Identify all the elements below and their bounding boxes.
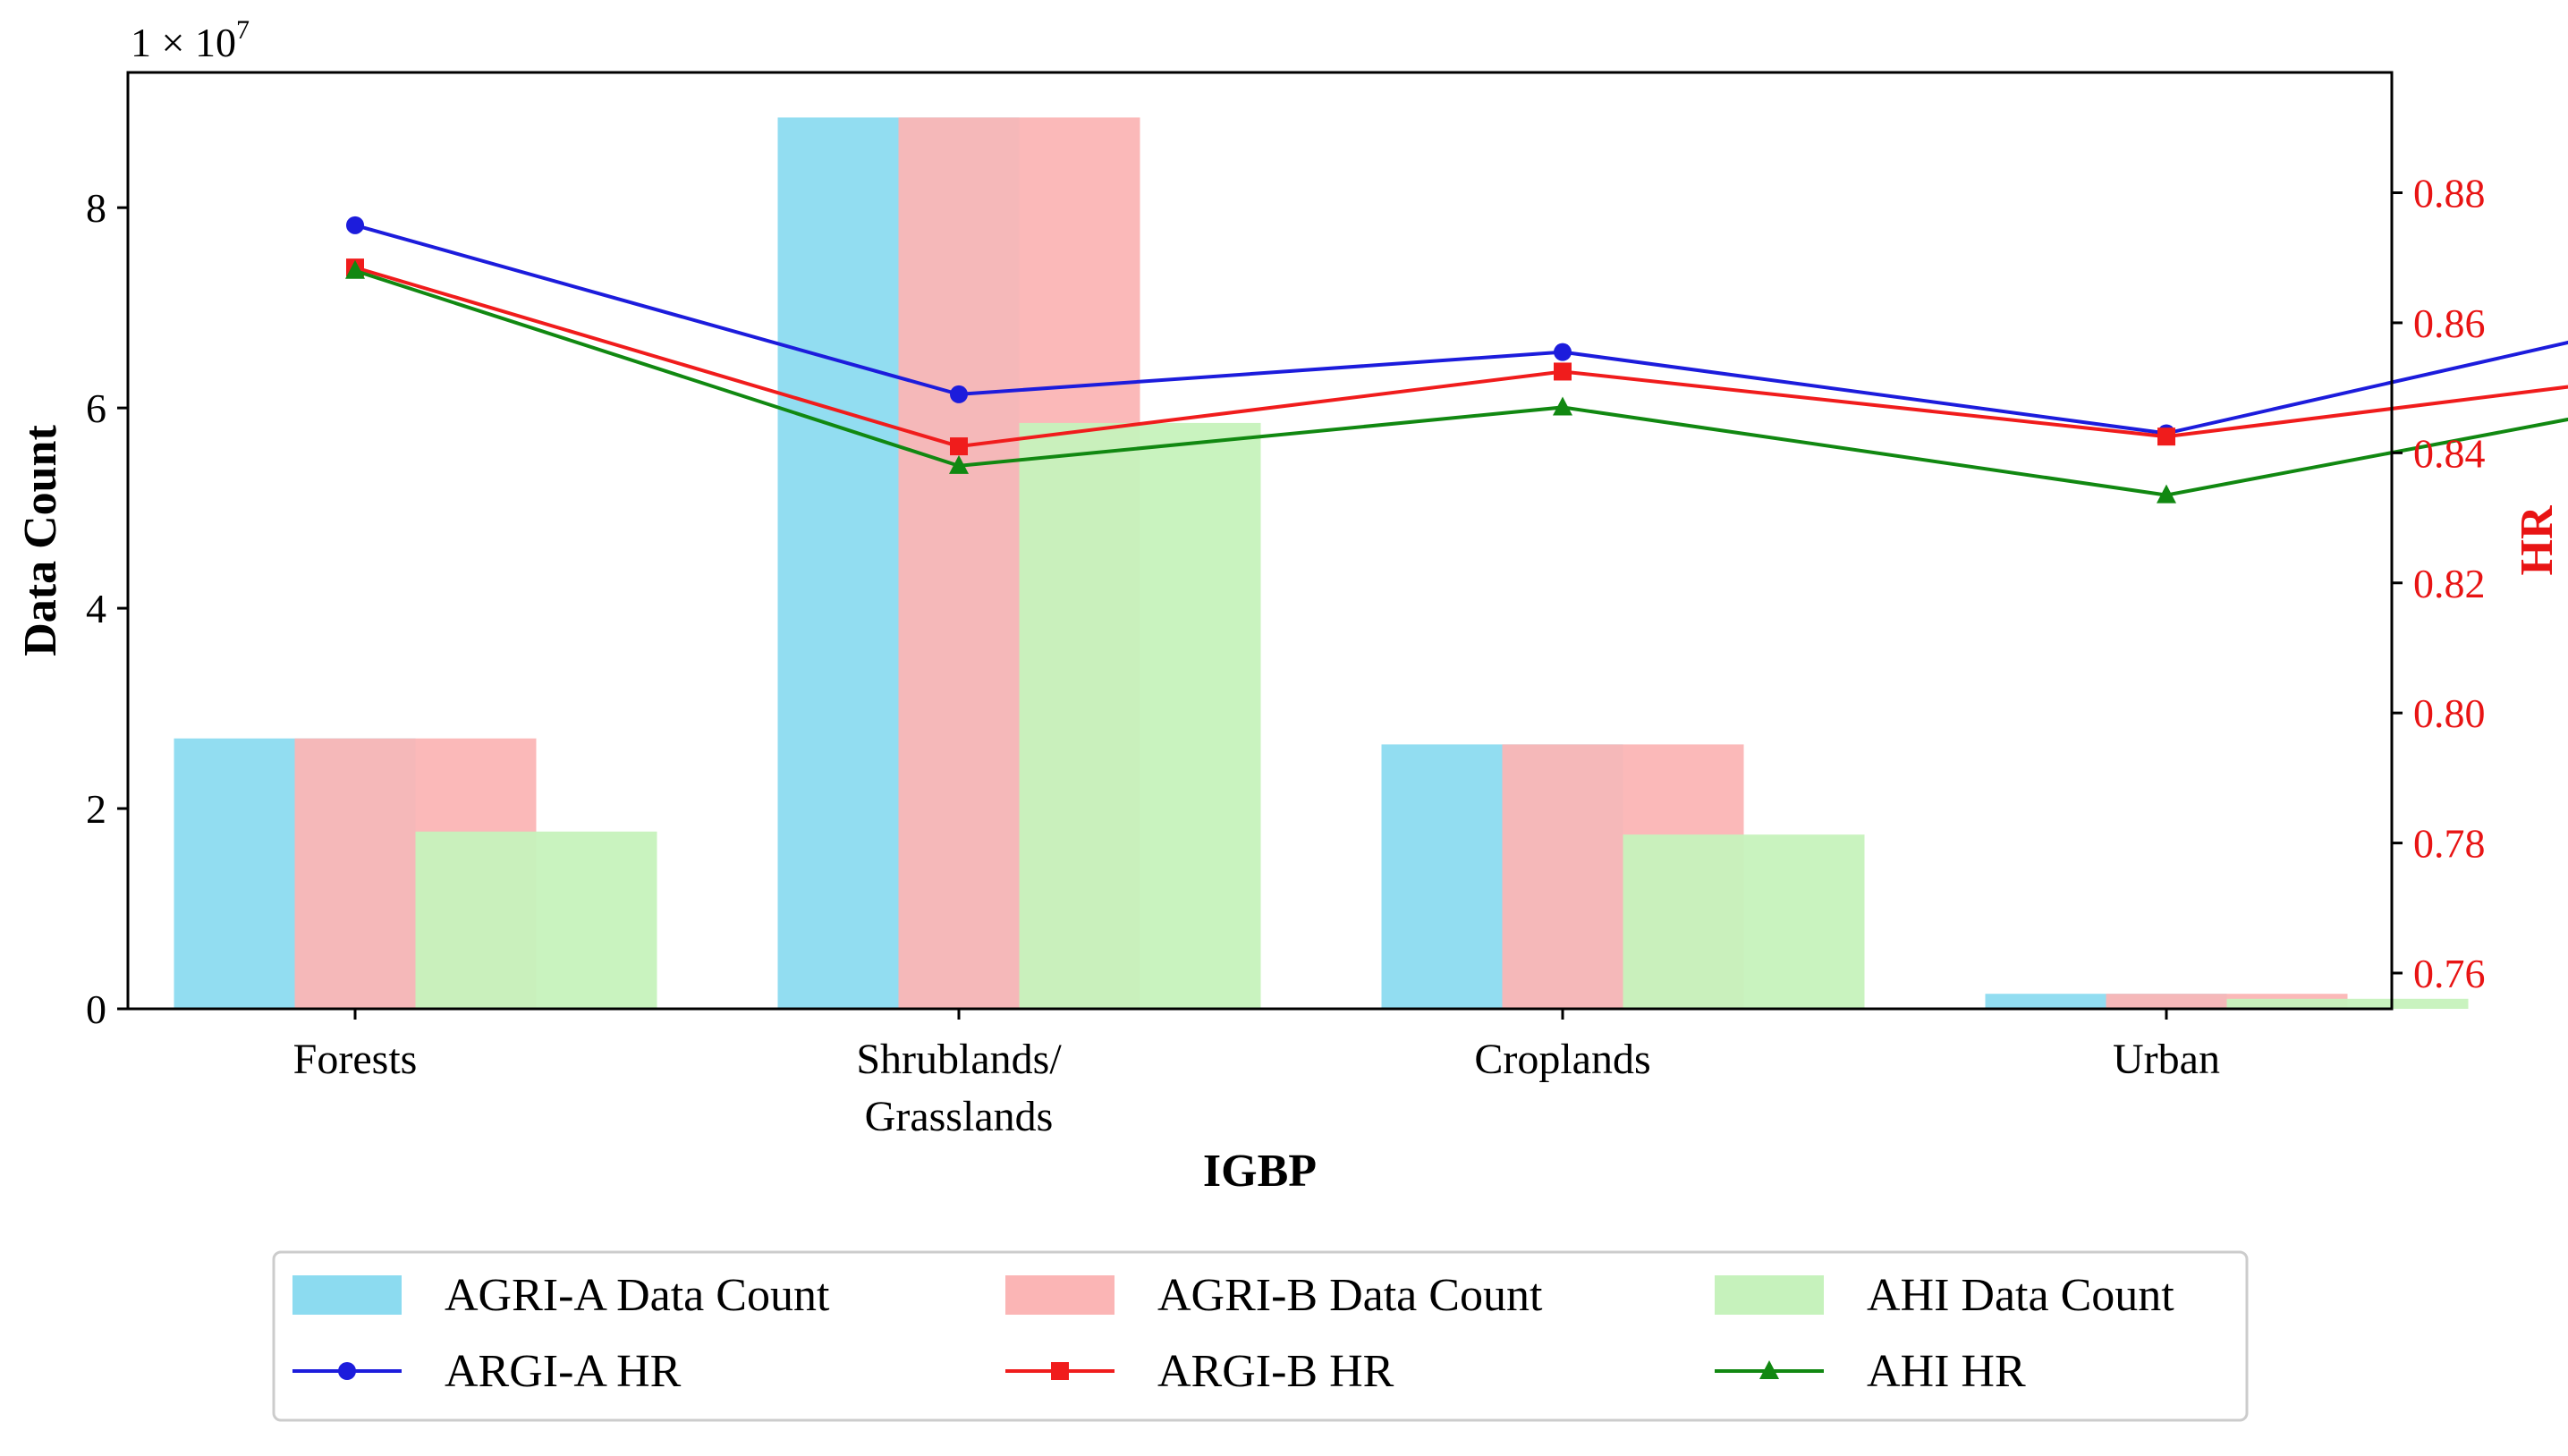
- right-tick-label: 0.86: [2413, 301, 2486, 346]
- x-tick-label: Shrublands/: [856, 1036, 1062, 1083]
- left-axis-multiplier-exponent: 7: [236, 15, 250, 45]
- bars-layer: [174, 117, 2469, 1009]
- legend: AGRI-A Data Count AGRI-B Data Count AHI Da…: [272, 1250, 2249, 1422]
- left-tick-label: 4: [86, 586, 106, 631]
- right-axis: 0.76 0.78 0.80 0.82 0.84 0.86 0.88: [2392, 171, 2486, 996]
- x-tick-label: Croplands: [1474, 1036, 1650, 1083]
- x-tick-label: Grasslands: [865, 1093, 1054, 1140]
- point-ahi-hr-1: [949, 454, 969, 474]
- point-argi-b-hr-3: [2157, 427, 2175, 446]
- x-tick-label: Forests: [293, 1036, 418, 1083]
- left-axis-title: Data Count: [15, 425, 66, 656]
- legend-label-ahi-data-count: AHI Data Count: [1867, 1270, 2174, 1321]
- legend-marker-argi-a-hr: [338, 1362, 356, 1380]
- left-tick-label: 6: [86, 385, 106, 431]
- left-tick-label: 8: [86, 185, 106, 231]
- legend-swatch-ahi-data-count: [1715, 1275, 1824, 1315]
- legend-swatch-agri-a-data-count: [292, 1275, 402, 1315]
- right-tick-label: 0.82: [2413, 561, 2486, 606]
- right-tick-label: 0.76: [2413, 951, 2486, 996]
- point-argi-a-hr-2: [1554, 343, 1572, 361]
- left-tick-label: 0: [86, 986, 106, 1032]
- x-axis: Forests Shrublands/Grasslands Croplands Urb…: [293, 1009, 2220, 1140]
- point-argi-b-hr-2: [1554, 362, 1572, 381]
- right-tick-label: 0.88: [2413, 171, 2486, 216]
- right-axis-title: HR: [2512, 504, 2563, 575]
- x-tick-label: Urban: [2113, 1036, 2220, 1083]
- point-argi-a-hr-1: [950, 385, 968, 403]
- left-axis-multiplier: 1 × 107: [131, 15, 250, 65]
- left-axis: 0 2 4 6 8: [86, 185, 128, 1032]
- bar-ahi-data-count-2: [1623, 834, 1865, 1009]
- legend-label-argi-a-hr: ARGI-A HR: [445, 1346, 682, 1397]
- legend-label-ahi-hr: AHI HR: [1867, 1346, 2026, 1397]
- legend-marker-argi-b-hr: [1051, 1362, 1069, 1380]
- x-axis-title: IGBP: [1203, 1146, 1317, 1197]
- right-tick-label: 0.80: [2413, 690, 2486, 736]
- legend-label-agri-b-data-count: AGRI-B Data Count: [1157, 1270, 1543, 1321]
- point-ahi-hr-0: [345, 259, 365, 279]
- legend-marker-ahi-hr: [1759, 1360, 1779, 1379]
- plot-frame: [126, 71, 2394, 1011]
- legend-swatch-agri-b-data-count: [1005, 1275, 1114, 1315]
- left-tick-label: 2: [86, 786, 106, 832]
- bar-ahi-data-count-3: [2226, 998, 2469, 1009]
- point-argi-b-hr-1: [950, 437, 968, 456]
- legend-label-agri-a-data-count: AGRI-A Data Count: [445, 1270, 830, 1321]
- bar-ahi-data-count-0: [415, 831, 657, 1009]
- point-ahi-hr-3: [2157, 484, 2176, 504]
- bar-ahi-data-count-1: [1019, 422, 1261, 1009]
- right-tick-label: 0.78: [2413, 821, 2486, 867]
- legend-label-argi-b-hr: ARGI-B HR: [1157, 1346, 1394, 1397]
- point-argi-a-hr-0: [346, 216, 364, 234]
- right-tick-label: 0.84: [2413, 430, 2486, 476]
- lines-layer: [345, 216, 2568, 504]
- point-ahi-hr-2: [1553, 396, 1572, 416]
